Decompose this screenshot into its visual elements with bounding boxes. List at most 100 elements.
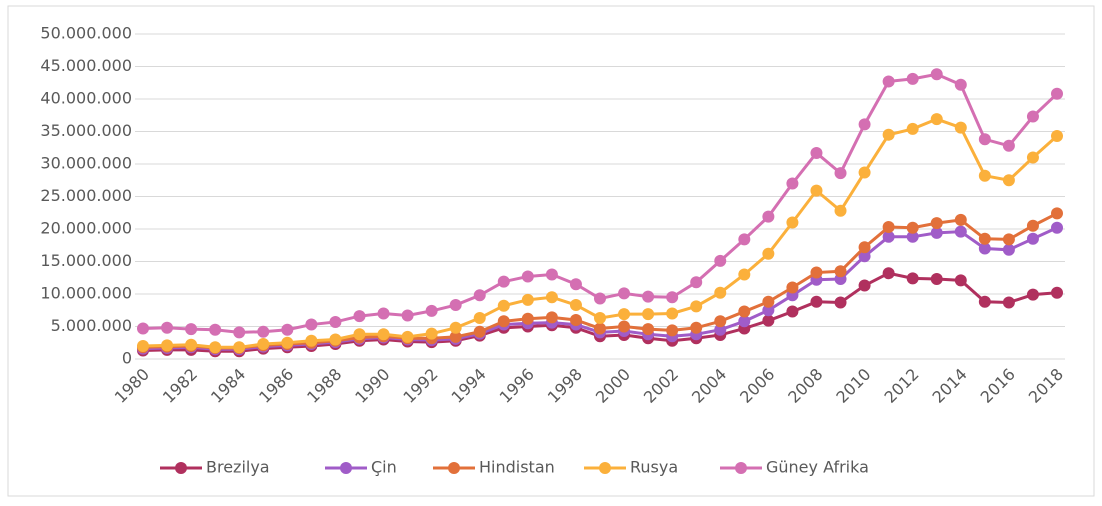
y-tick-label: 15.000.000 — [40, 251, 132, 270]
point — [738, 268, 751, 281]
point — [954, 78, 967, 91]
legend-label: Brezilya — [206, 458, 270, 477]
point — [233, 326, 246, 339]
point — [1026, 110, 1039, 123]
point — [1026, 151, 1039, 164]
point — [714, 286, 727, 299]
y-tick-label: 40.000.000 — [40, 89, 132, 108]
y-tick-label: 20.000.000 — [40, 219, 132, 238]
point — [786, 305, 799, 318]
point — [1026, 288, 1039, 301]
point — [161, 339, 174, 352]
point — [666, 291, 679, 304]
point — [449, 299, 462, 312]
point — [521, 293, 534, 306]
point — [305, 334, 318, 347]
legend-swatch-marker — [340, 462, 352, 474]
point — [786, 281, 799, 294]
point — [473, 289, 486, 302]
point — [329, 333, 342, 346]
point — [786, 216, 799, 229]
point — [257, 338, 270, 351]
point — [1002, 174, 1015, 187]
legend-swatch-marker — [735, 462, 747, 474]
point — [449, 321, 462, 334]
point — [594, 322, 606, 335]
point — [882, 267, 895, 280]
point — [209, 323, 222, 336]
point — [594, 312, 606, 325]
point — [882, 230, 895, 243]
point — [978, 232, 991, 245]
point — [209, 341, 222, 354]
point — [642, 290, 655, 303]
point — [666, 307, 679, 320]
point — [666, 324, 679, 337]
point — [185, 323, 198, 336]
point — [690, 300, 703, 313]
point — [521, 270, 534, 283]
point — [305, 318, 318, 331]
point — [810, 184, 823, 197]
legend-label: Güney Afrika — [766, 458, 869, 477]
point — [738, 315, 751, 328]
point — [906, 272, 919, 285]
legend-swatch-marker — [599, 462, 611, 474]
point — [762, 210, 775, 223]
point — [1026, 232, 1039, 245]
legend-label: Çin — [371, 458, 397, 477]
point — [1051, 130, 1063, 143]
point — [858, 118, 871, 131]
point — [930, 217, 943, 230]
y-tick-label: 0 — [122, 349, 132, 368]
point — [137, 322, 149, 335]
legend-swatch-marker — [448, 462, 460, 474]
legend-label: Hindistan — [479, 458, 555, 477]
point — [954, 213, 967, 226]
point — [618, 287, 631, 300]
point — [954, 121, 967, 134]
point — [281, 336, 294, 349]
point — [930, 226, 943, 239]
point — [810, 266, 823, 279]
point — [185, 338, 198, 351]
point — [762, 304, 775, 317]
point — [690, 321, 703, 334]
point — [810, 295, 823, 308]
point — [618, 320, 631, 333]
point — [377, 328, 390, 341]
y-tick-label: 35.000.000 — [40, 121, 132, 140]
point — [1002, 243, 1015, 256]
y-tick-label: 5.000.000 — [51, 316, 132, 335]
point — [858, 241, 871, 254]
point — [834, 265, 847, 278]
y-tick-label: 25.000.000 — [40, 186, 132, 205]
point — [906, 72, 919, 85]
point — [353, 328, 366, 341]
point — [954, 225, 967, 238]
point — [714, 254, 727, 267]
point — [618, 308, 631, 321]
point — [1002, 139, 1015, 152]
y-tick-label: 10.000.000 — [40, 284, 132, 303]
point — [978, 169, 991, 182]
point — [401, 330, 414, 343]
point — [281, 323, 294, 336]
point — [858, 279, 871, 292]
point — [978, 242, 991, 255]
point — [137, 340, 149, 352]
point — [978, 295, 991, 308]
point — [425, 327, 438, 340]
point — [425, 304, 438, 317]
point — [257, 325, 270, 338]
point — [594, 292, 606, 305]
point — [497, 315, 510, 328]
point — [786, 177, 799, 190]
point — [762, 247, 775, 260]
point — [906, 230, 919, 243]
point — [810, 146, 823, 159]
point — [1002, 296, 1015, 309]
point — [161, 321, 174, 334]
point — [545, 268, 558, 281]
